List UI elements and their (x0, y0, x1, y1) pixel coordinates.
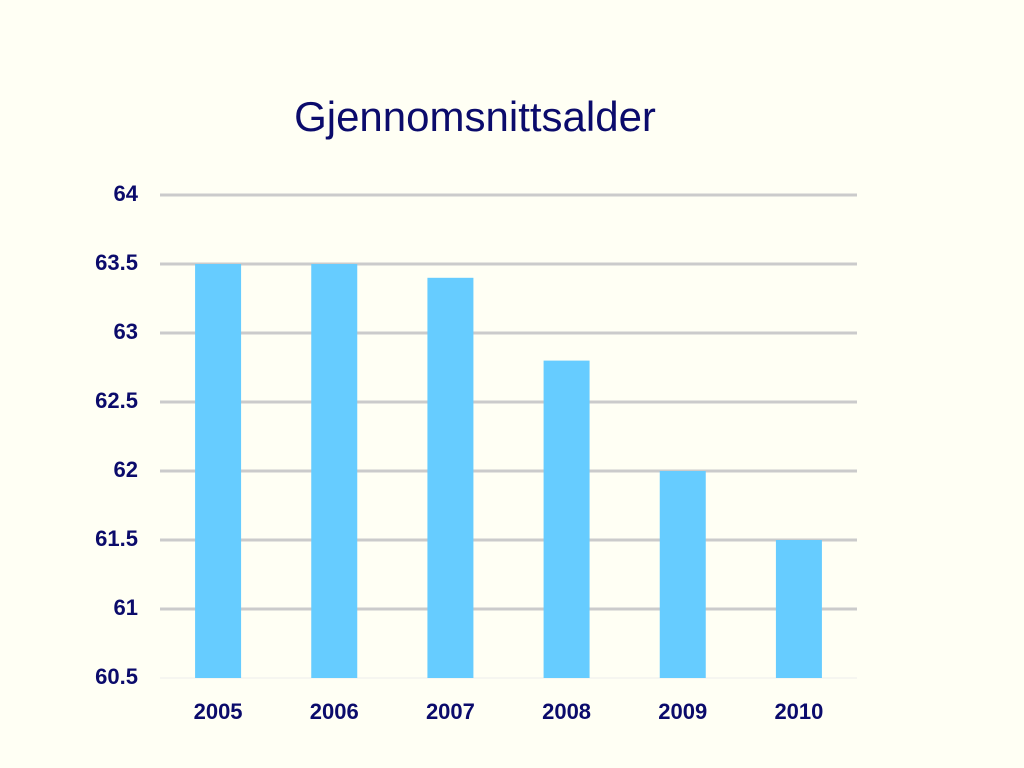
x-tick-label: 2006 (310, 699, 359, 724)
x-tick-label: 2008 (542, 699, 591, 724)
x-tick-label: 2010 (774, 699, 823, 724)
bar (543, 360, 590, 678)
bar (659, 471, 706, 678)
x-tick-label: 2007 (426, 699, 475, 724)
bar (427, 277, 474, 678)
bar (195, 264, 242, 678)
chart-title: Gjennomsnittsalder (294, 93, 656, 140)
y-tick-label: 62.5 (95, 388, 138, 413)
x-tick-label: 2005 (194, 699, 243, 724)
y-tick-label: 62 (114, 457, 138, 482)
y-tick-label: 61.5 (95, 526, 138, 551)
y-tick-label: 64 (114, 181, 139, 206)
y-tick-label: 61 (114, 595, 138, 620)
y-tick-label: 60.5 (95, 664, 138, 689)
x-tick-label: 2009 (658, 699, 707, 724)
y-tick-label: 63 (114, 319, 138, 344)
bar (311, 264, 358, 678)
y-tick-label: 63.5 (95, 250, 138, 275)
bar (775, 540, 822, 678)
